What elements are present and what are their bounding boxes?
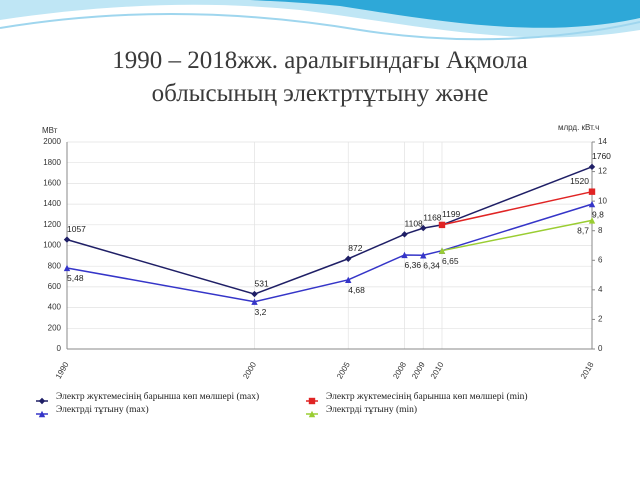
point <box>588 163 596 171</box>
y-tick-label: 2000 <box>43 137 61 146</box>
decor-wave <box>0 13 640 41</box>
y-tick-label: 1200 <box>43 220 61 229</box>
data-label: 1168 <box>423 212 442 222</box>
point <box>345 255 352 262</box>
legend-label: Электрді тұтыну (max) <box>56 404 149 415</box>
y2-tick-label: 10 <box>598 196 607 205</box>
data-label: 1520 <box>570 176 589 186</box>
legend-label: Электр жүктемесінің барынша көп мөлшері … <box>56 391 259 402</box>
series-line <box>441 219 593 252</box>
y-tick-label: 400 <box>48 303 62 312</box>
y2-tick-label: 14 <box>598 137 607 146</box>
x-tick-label: 2009 <box>410 360 427 380</box>
y-tick-label: 1000 <box>43 241 61 250</box>
data-label: 1760 <box>592 151 611 161</box>
legend-marker <box>38 410 46 418</box>
point <box>588 188 596 195</box>
point <box>63 236 71 243</box>
series-line <box>66 166 593 295</box>
point <box>420 224 427 232</box>
data-label: 6,34 <box>423 261 440 271</box>
y2-tick-label: 6 <box>598 255 603 264</box>
chart-title: 1990 – 2018жж. аралығындағы Ақмола облыс… <box>112 47 528 107</box>
y-tick-label: 600 <box>48 282 62 291</box>
legend-marker <box>308 397 316 405</box>
legend-marker <box>308 410 316 418</box>
legend-label: Электрді тұтыну (min) <box>326 404 417 415</box>
y-tick-label: 200 <box>48 323 62 332</box>
y2-tick-label: 12 <box>598 167 607 176</box>
legend-marker <box>38 397 46 405</box>
point <box>588 200 596 208</box>
x-tick-label: 2018 <box>579 360 596 380</box>
y-tick-label: 800 <box>48 261 62 270</box>
legend-label: Электр жүктемесінің барынша көп мөлшері … <box>326 391 528 402</box>
data-label: 5,48 <box>67 273 84 283</box>
y2-tick-label: 0 <box>598 344 603 353</box>
data-label: 4,68 <box>348 285 365 295</box>
point <box>345 276 352 284</box>
y-tick-label: 1600 <box>43 179 61 188</box>
data-label: 6,36 <box>405 260 422 270</box>
x-tick-label: 1990 <box>54 360 71 380</box>
point <box>401 231 408 238</box>
y2-tick-label: 8 <box>598 226 603 235</box>
data-label: 8,7 <box>577 226 589 236</box>
data-label: 872 <box>348 243 362 253</box>
x-tick-label: 2010 <box>429 360 446 380</box>
data-label: 1199 <box>442 209 461 219</box>
point <box>420 252 427 259</box>
data-label: 6,65 <box>442 256 459 266</box>
y-tick-label: 0 <box>57 344 62 353</box>
x-tick-label: 2000 <box>241 360 258 380</box>
data-label: 1057 <box>67 224 86 234</box>
y-axis-label: МВт <box>42 126 58 135</box>
point <box>588 217 596 224</box>
y-tick-label: 1400 <box>43 199 61 208</box>
y-tick-label: 1800 <box>43 158 61 167</box>
point <box>438 247 446 254</box>
y2-tick-label: 4 <box>598 285 603 294</box>
y2-axis-label: млрд. кВт.ч <box>558 123 599 132</box>
x-tick-label: 2008 <box>391 360 408 380</box>
x-tick-label: 2005 <box>335 360 352 380</box>
point <box>401 251 408 259</box>
data-label: 1108 <box>405 219 424 229</box>
y2-tick-label: 2 <box>598 315 603 324</box>
series-line <box>441 190 593 226</box>
decor-wave <box>250 0 640 28</box>
point <box>251 298 258 305</box>
point <box>438 221 446 229</box>
data-label: 3,2 <box>255 307 267 317</box>
data-label: 531 <box>255 278 269 288</box>
point <box>63 264 71 272</box>
data-label: 9,8 <box>592 209 604 219</box>
point <box>251 290 258 298</box>
